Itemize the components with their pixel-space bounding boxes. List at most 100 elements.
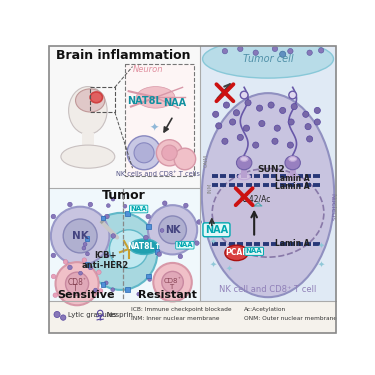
Circle shape xyxy=(53,293,58,297)
Bar xyxy=(49,301,336,333)
Text: Lamin A: Lamin A xyxy=(275,182,310,191)
Circle shape xyxy=(82,246,86,250)
Ellipse shape xyxy=(240,157,248,161)
Circle shape xyxy=(88,265,93,270)
Circle shape xyxy=(291,104,297,110)
Bar xyxy=(82,133,94,152)
Ellipse shape xyxy=(69,87,107,134)
Circle shape xyxy=(272,46,278,51)
Circle shape xyxy=(237,134,243,141)
Text: Brain inflammation: Brain inflammation xyxy=(56,49,190,62)
Circle shape xyxy=(288,48,293,54)
Circle shape xyxy=(314,107,320,114)
Circle shape xyxy=(127,136,161,170)
Circle shape xyxy=(272,138,278,144)
Circle shape xyxy=(238,46,243,51)
Circle shape xyxy=(253,50,258,55)
Circle shape xyxy=(148,205,197,255)
Circle shape xyxy=(306,136,313,142)
Circle shape xyxy=(86,252,89,256)
Circle shape xyxy=(123,204,127,208)
Ellipse shape xyxy=(136,87,175,108)
Ellipse shape xyxy=(238,174,250,180)
Circle shape xyxy=(156,140,183,166)
Circle shape xyxy=(256,105,262,111)
Text: NK cells and CD8⁺ T cells: NK cells and CD8⁺ T cells xyxy=(116,171,200,177)
Circle shape xyxy=(157,252,162,257)
Circle shape xyxy=(79,271,82,275)
Circle shape xyxy=(233,110,240,116)
Circle shape xyxy=(162,201,167,206)
Circle shape xyxy=(153,263,192,302)
Circle shape xyxy=(159,216,186,244)
Bar xyxy=(49,46,200,188)
Circle shape xyxy=(213,111,219,117)
Bar xyxy=(241,164,247,178)
Bar xyxy=(125,287,129,292)
Bar xyxy=(290,164,296,178)
Text: NAA: NAA xyxy=(205,225,228,235)
Circle shape xyxy=(245,100,251,106)
Circle shape xyxy=(134,143,154,163)
Text: ICB+
anti-HER2: ICB+ anti-HER2 xyxy=(82,251,129,270)
Circle shape xyxy=(63,260,68,264)
Circle shape xyxy=(68,265,72,270)
Circle shape xyxy=(68,202,72,207)
Text: ✦: ✦ xyxy=(318,260,325,269)
Bar xyxy=(146,274,151,278)
Circle shape xyxy=(137,292,141,296)
Text: NAA: NAA xyxy=(130,206,147,212)
Text: INM: INM xyxy=(207,182,212,193)
Text: Lamin A: Lamin A xyxy=(275,239,310,248)
Circle shape xyxy=(224,102,230,108)
Text: T: T xyxy=(169,284,173,290)
Circle shape xyxy=(105,214,109,219)
Text: ICB: Immune checkpoint blockade: ICB: Immune checkpoint blockade xyxy=(131,307,232,312)
Text: SUN2: SUN2 xyxy=(257,165,285,174)
Circle shape xyxy=(268,102,274,108)
Circle shape xyxy=(54,311,60,318)
Text: NAT8L: NAT8L xyxy=(127,96,161,106)
Bar xyxy=(125,211,129,216)
Circle shape xyxy=(111,234,116,238)
Circle shape xyxy=(162,145,177,160)
Circle shape xyxy=(96,270,101,274)
Ellipse shape xyxy=(289,157,297,161)
Circle shape xyxy=(146,214,150,219)
Bar xyxy=(100,282,105,287)
Bar xyxy=(85,262,89,267)
Circle shape xyxy=(98,289,103,293)
Text: Nucleus: Nucleus xyxy=(329,193,335,221)
Ellipse shape xyxy=(237,156,252,170)
Text: Neuron: Neuron xyxy=(133,65,163,74)
Ellipse shape xyxy=(90,92,102,103)
Circle shape xyxy=(222,48,228,54)
Text: ✦: ✦ xyxy=(318,241,325,250)
Circle shape xyxy=(280,51,286,57)
Circle shape xyxy=(274,125,280,131)
Bar xyxy=(146,224,151,229)
Circle shape xyxy=(51,253,56,258)
Circle shape xyxy=(240,91,248,99)
Circle shape xyxy=(314,119,320,125)
Circle shape xyxy=(63,219,97,253)
Circle shape xyxy=(288,119,294,125)
Circle shape xyxy=(60,315,66,320)
Circle shape xyxy=(88,202,93,207)
Text: Resistant: Resistant xyxy=(138,290,196,300)
Circle shape xyxy=(104,281,108,285)
Text: ONM: ONM xyxy=(204,154,209,167)
Text: Tumor: Tumor xyxy=(101,189,145,202)
Circle shape xyxy=(162,272,183,293)
Ellipse shape xyxy=(202,93,334,297)
Text: CD8: CD8 xyxy=(164,278,178,284)
Text: ✦: ✦ xyxy=(149,123,159,133)
Circle shape xyxy=(318,48,324,53)
Circle shape xyxy=(307,50,312,55)
Circle shape xyxy=(51,274,56,279)
Circle shape xyxy=(243,125,249,131)
Bar xyxy=(90,87,115,112)
Circle shape xyxy=(144,235,148,240)
Text: ✦: ✦ xyxy=(210,237,217,246)
Text: Lamin A: Lamin A xyxy=(275,174,310,183)
